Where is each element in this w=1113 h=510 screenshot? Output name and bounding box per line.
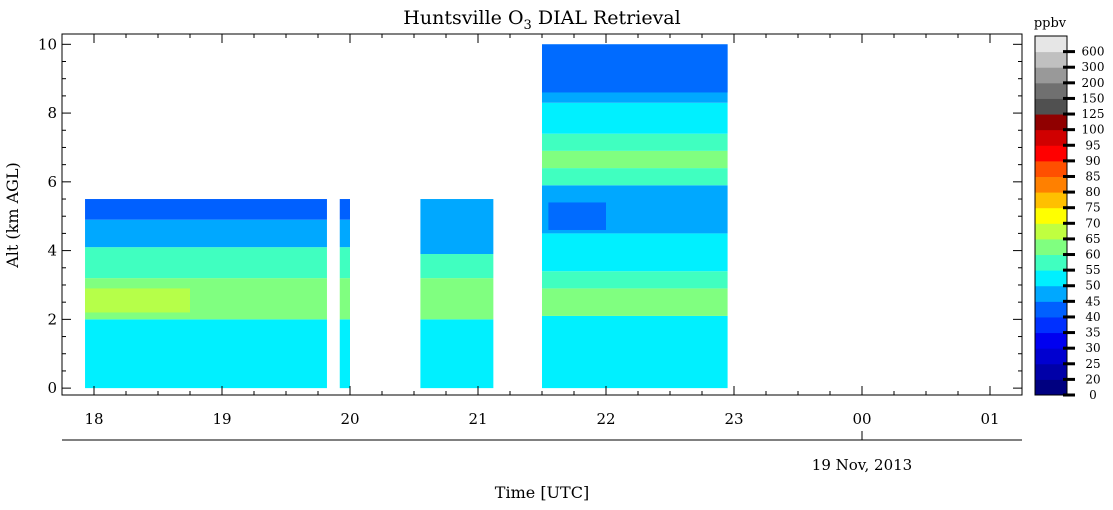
colorbar-swatch <box>1035 270 1067 287</box>
colorbar-swatch <box>1035 363 1067 380</box>
data-layer <box>542 271 728 289</box>
data-layer <box>339 247 350 279</box>
data-layer <box>542 102 728 134</box>
colorbar-swatch <box>1035 51 1067 68</box>
data-layer <box>85 247 327 279</box>
date-label: 19 Nov, 2013 <box>812 456 912 474</box>
data-layer <box>339 278 350 320</box>
colorbar-swatch <box>1035 223 1067 240</box>
colorbar-label: 65 <box>1085 232 1100 246</box>
data-layer <box>85 199 327 220</box>
colorbar-swatch <box>1035 285 1067 302</box>
data-patch <box>548 202 606 230</box>
x-tick-label: 21 <box>468 410 487 428</box>
data-layer <box>542 233 728 272</box>
data-layer <box>420 319 494 389</box>
colorbar-label: 55 <box>1085 263 1100 277</box>
colorbar-swatch <box>1035 379 1067 396</box>
colorbar-label: 150 <box>1082 91 1105 105</box>
data-layer <box>420 278 494 320</box>
colorbar-label: 75 <box>1085 201 1100 215</box>
colorbar-label: 95 <box>1085 138 1100 152</box>
x-tick-label: 20 <box>340 410 359 428</box>
data-layer <box>339 199 350 220</box>
colorbar-label: 70 <box>1085 216 1100 230</box>
colorbar-label: 85 <box>1085 169 1100 183</box>
data-patch <box>85 288 190 313</box>
colorbar-swatch <box>1035 316 1067 334</box>
colorbar-swatch <box>1035 129 1067 146</box>
colorbar-label: 300 <box>1082 60 1105 74</box>
colorbar-label: 80 <box>1085 185 1100 199</box>
colorbar-swatch <box>1035 98 1067 115</box>
colorbar-swatch <box>1035 192 1067 209</box>
y-tick-label: 6 <box>47 173 57 191</box>
x-axis-label: Time [UTC] <box>495 483 589 502</box>
colorbar-swatch <box>1035 160 1067 177</box>
colorbar-label: 100 <box>1082 123 1105 137</box>
colorbar-label: 125 <box>1082 107 1105 121</box>
colorbar-swatch <box>1035 348 1067 365</box>
y-tick-label: 2 <box>47 310 57 328</box>
colorbar-units-label: ppbv <box>1034 16 1067 31</box>
colorbar-frame <box>1034 35 1068 396</box>
chart-title: Huntsville O3 DIAL Retrieval <box>403 7 680 33</box>
colorbar-swatch <box>1035 301 1067 318</box>
y-tick-label: 0 <box>47 379 57 397</box>
data-layer <box>542 315 728 389</box>
colorbar-swatch <box>1035 332 1067 349</box>
data-layer <box>85 219 327 248</box>
colorbar-label: 35 <box>1085 326 1100 340</box>
data-layer <box>85 319 327 389</box>
data-layer <box>542 288 728 316</box>
data-patch <box>542 44 728 93</box>
colorbar-label: 30 <box>1085 341 1100 355</box>
x-tick-label: 22 <box>596 410 615 428</box>
x-tick-label: 19 <box>212 410 231 428</box>
colorbar-swatch <box>1035 82 1067 99</box>
colorbar-label: 0 <box>1089 388 1097 402</box>
colorbar-swatch <box>1035 114 1067 131</box>
data-layer <box>542 168 728 186</box>
colorbar-label: 20 <box>1085 372 1100 386</box>
colorbar-swatch <box>1035 238 1067 256</box>
y-tick-label: 10 <box>38 35 57 53</box>
colorbar-swatch <box>1035 67 1067 84</box>
colorbar-label: 40 <box>1085 310 1100 324</box>
axes: 0 2 4 6 8 10 18 19 20 21 22 23 00 01 <box>38 33 1023 441</box>
colorbar-label: 600 <box>1082 45 1105 59</box>
data-layer <box>542 150 728 169</box>
y-axis-label: Alt (km AGL) <box>3 162 22 269</box>
data-layer <box>339 319 350 389</box>
colorbar-label: 60 <box>1085 248 1100 262</box>
data-layer <box>420 199 494 255</box>
x-tick-label: 18 <box>84 410 103 428</box>
x-tick-label: 00 <box>852 410 871 428</box>
colorbar-label: 200 <box>1082 76 1105 90</box>
plot-area <box>85 44 728 389</box>
data-layer <box>339 219 350 248</box>
y-tick-label: 8 <box>47 104 57 122</box>
colorbar-swatch <box>1035 176 1067 193</box>
colorbar-swatch <box>1035 207 1067 224</box>
colorbar-swatch <box>1035 36 1067 53</box>
colorbar-swatch <box>1035 254 1067 271</box>
colorbar-label: 45 <box>1085 294 1100 308</box>
data-layer <box>420 254 494 279</box>
x-tick-label: 23 <box>724 410 743 428</box>
colorbar-label: 25 <box>1085 357 1100 371</box>
x-tick-label: 01 <box>980 410 999 428</box>
colorbar-label: 90 <box>1085 154 1100 168</box>
colorbar-swatch <box>1035 145 1067 162</box>
data-layer <box>542 133 728 151</box>
y-tick-label: 4 <box>47 242 57 260</box>
colorbar-label: 50 <box>1085 279 1100 293</box>
